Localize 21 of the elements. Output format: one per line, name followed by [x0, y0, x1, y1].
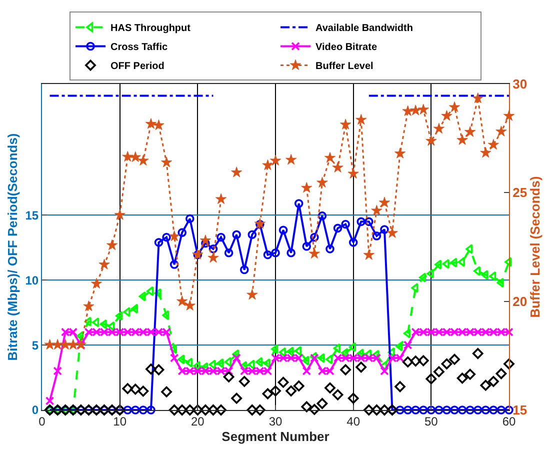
y-tick-label: 15 [25, 208, 39, 222]
x-tick-label: 50 [424, 414, 438, 428]
legend-label: HAS Throughput [110, 23, 192, 34]
y2-tick-label: 20 [512, 294, 528, 309]
x-tick-label: 10 [113, 414, 127, 428]
legend-label: Buffer Level [316, 61, 374, 72]
y-tick-label: 5 [32, 338, 39, 352]
x-tick-label: 40 [346, 414, 360, 428]
legend-label: OFF Period [110, 61, 164, 72]
y-tick-label: 0 [32, 403, 39, 418]
legend-label: Cross Taffic [110, 42, 168, 54]
legend-label: Video Bitrate [316, 42, 378, 54]
x-tick-label: 20 [190, 414, 205, 428]
y2-tick-label: 30 [512, 76, 528, 92]
legend-label: Available Bandwidth [316, 23, 413, 34]
y2-axis-title: Buffer Level (Seconds) [528, 176, 543, 318]
x-tick-label: 30 [268, 414, 282, 428]
y2-tick-label: 25 [512, 185, 528, 200]
y-axis-title: Bitrate (Mbps)/ OFF Period(Seconds) [5, 133, 20, 361]
x-axis-title: Segment Number [222, 429, 330, 444]
y-tick-label: 10 [25, 273, 39, 288]
